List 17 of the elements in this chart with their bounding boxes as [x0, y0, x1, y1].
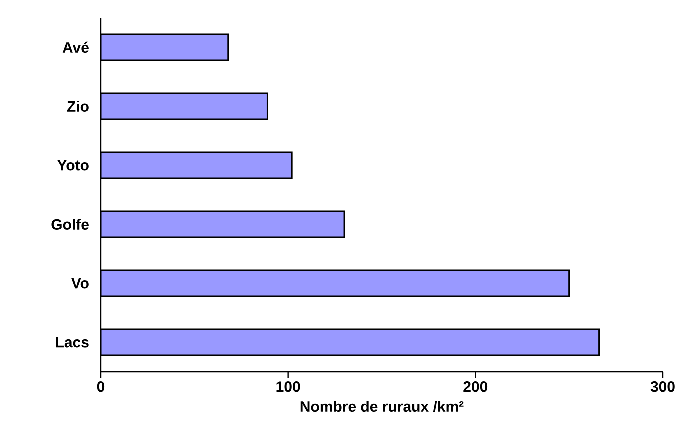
x-axis-title: Nombre de ruraux /km²: [300, 401, 464, 412]
y-tick-label: Lacs: [56, 337, 89, 348]
bar: [101, 270, 570, 298]
y-tick-label: Yoto: [58, 160, 89, 171]
bar: [101, 152, 293, 180]
x-tick-label: 300: [650, 382, 675, 392]
y-tick-label: Avé: [62, 42, 89, 54]
bar: [101, 92, 268, 120]
y-tick-label: Zio: [67, 100, 89, 112]
x-tick-label: 0: [97, 382, 105, 392]
x-tick-label: 200: [464, 382, 488, 392]
y-tick-label: Vo: [72, 278, 89, 289]
bar: [101, 34, 230, 62]
bar: [101, 210, 346, 238]
y-tick-label: Golfe: [52, 218, 89, 230]
x-tick-label: 100: [276, 382, 300, 392]
bar: [101, 328, 600, 356]
